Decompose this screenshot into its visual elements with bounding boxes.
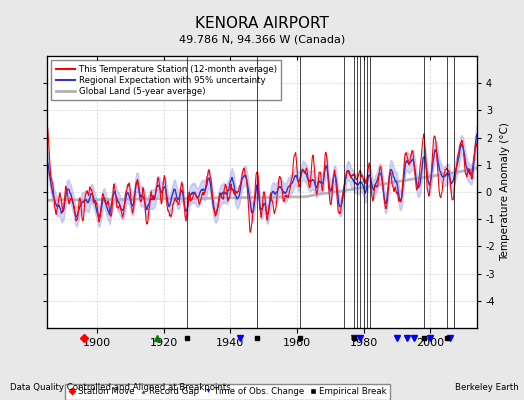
Text: Data Quality Controlled and Aligned at Breakpoints: Data Quality Controlled and Aligned at B…	[10, 383, 231, 392]
Text: Berkeley Earth: Berkeley Earth	[455, 383, 519, 392]
Y-axis label: Temperature Anomaly (°C): Temperature Anomaly (°C)	[500, 122, 510, 262]
Text: 49.786 N, 94.366 W (Canada): 49.786 N, 94.366 W (Canada)	[179, 34, 345, 44]
Text: KENORA AIRPORT: KENORA AIRPORT	[195, 16, 329, 31]
Legend: Station Move, Record Gap, Time of Obs. Change, Empirical Break: Station Move, Record Gap, Time of Obs. C…	[65, 384, 390, 400]
